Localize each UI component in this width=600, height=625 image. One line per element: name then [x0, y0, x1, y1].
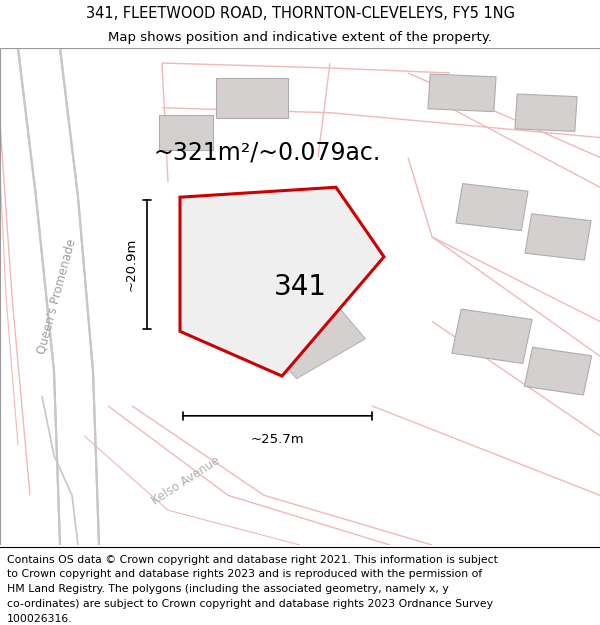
- Polygon shape: [159, 115, 213, 150]
- Text: Contains OS data © Crown copyright and database right 2021. This information is : Contains OS data © Crown copyright and d…: [7, 554, 498, 564]
- Text: Kelso Avenue: Kelso Avenue: [149, 454, 223, 508]
- Text: to Crown copyright and database rights 2023 and is reproduced with the permissio: to Crown copyright and database rights 2…: [7, 569, 482, 579]
- Text: ~25.7m: ~25.7m: [251, 433, 304, 446]
- Polygon shape: [18, 48, 99, 545]
- Text: co-ordinates) are subject to Crown copyright and database rights 2023 Ordnance S: co-ordinates) are subject to Crown copyr…: [7, 599, 493, 609]
- Text: HM Land Registry. The polygons (including the associated geometry, namely x, y: HM Land Registry. The polygons (includin…: [7, 584, 449, 594]
- Text: ~321m²/~0.079ac.: ~321m²/~0.079ac.: [153, 141, 380, 164]
- Polygon shape: [456, 184, 528, 231]
- Polygon shape: [524, 348, 592, 395]
- Text: ~20.9m: ~20.9m: [125, 238, 138, 291]
- Polygon shape: [515, 94, 577, 131]
- Text: Queen's Promenade: Queen's Promenade: [35, 238, 79, 356]
- Polygon shape: [180, 188, 384, 376]
- Text: 100026316.: 100026316.: [7, 614, 73, 624]
- Polygon shape: [259, 294, 365, 379]
- Text: Map shows position and indicative extent of the property.: Map shows position and indicative extent…: [108, 31, 492, 44]
- Text: 341, FLEETWOOD ROAD, THORNTON-CLEVELEYS, FY5 1NG: 341, FLEETWOOD ROAD, THORNTON-CLEVELEYS,…: [86, 6, 515, 21]
- Polygon shape: [428, 74, 496, 112]
- Polygon shape: [525, 214, 591, 260]
- Text: 341: 341: [274, 272, 326, 301]
- Polygon shape: [216, 78, 288, 118]
- Polygon shape: [452, 309, 532, 364]
